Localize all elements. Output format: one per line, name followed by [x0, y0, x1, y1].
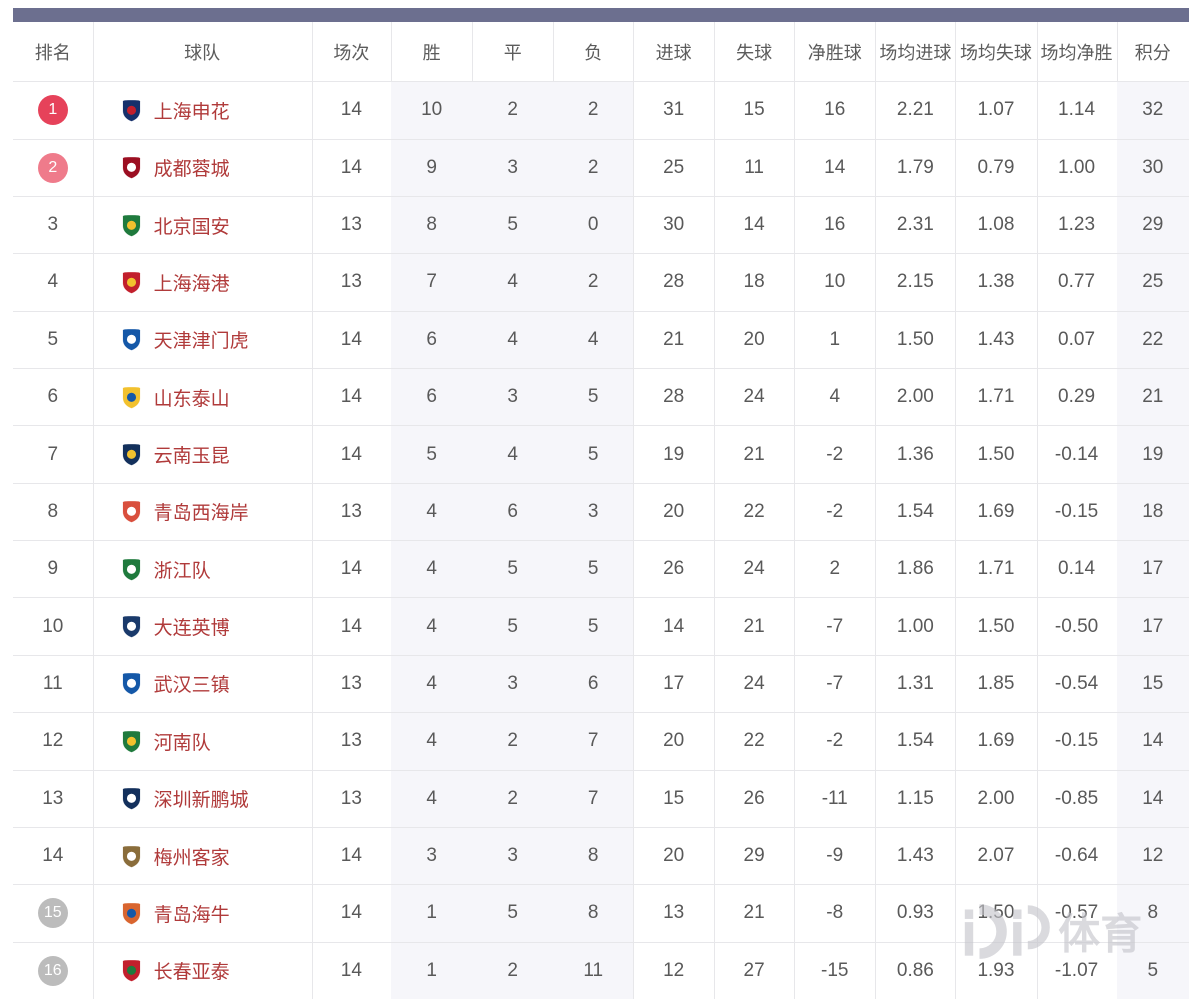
svg-text:体育: 体育 — [1058, 910, 1142, 957]
